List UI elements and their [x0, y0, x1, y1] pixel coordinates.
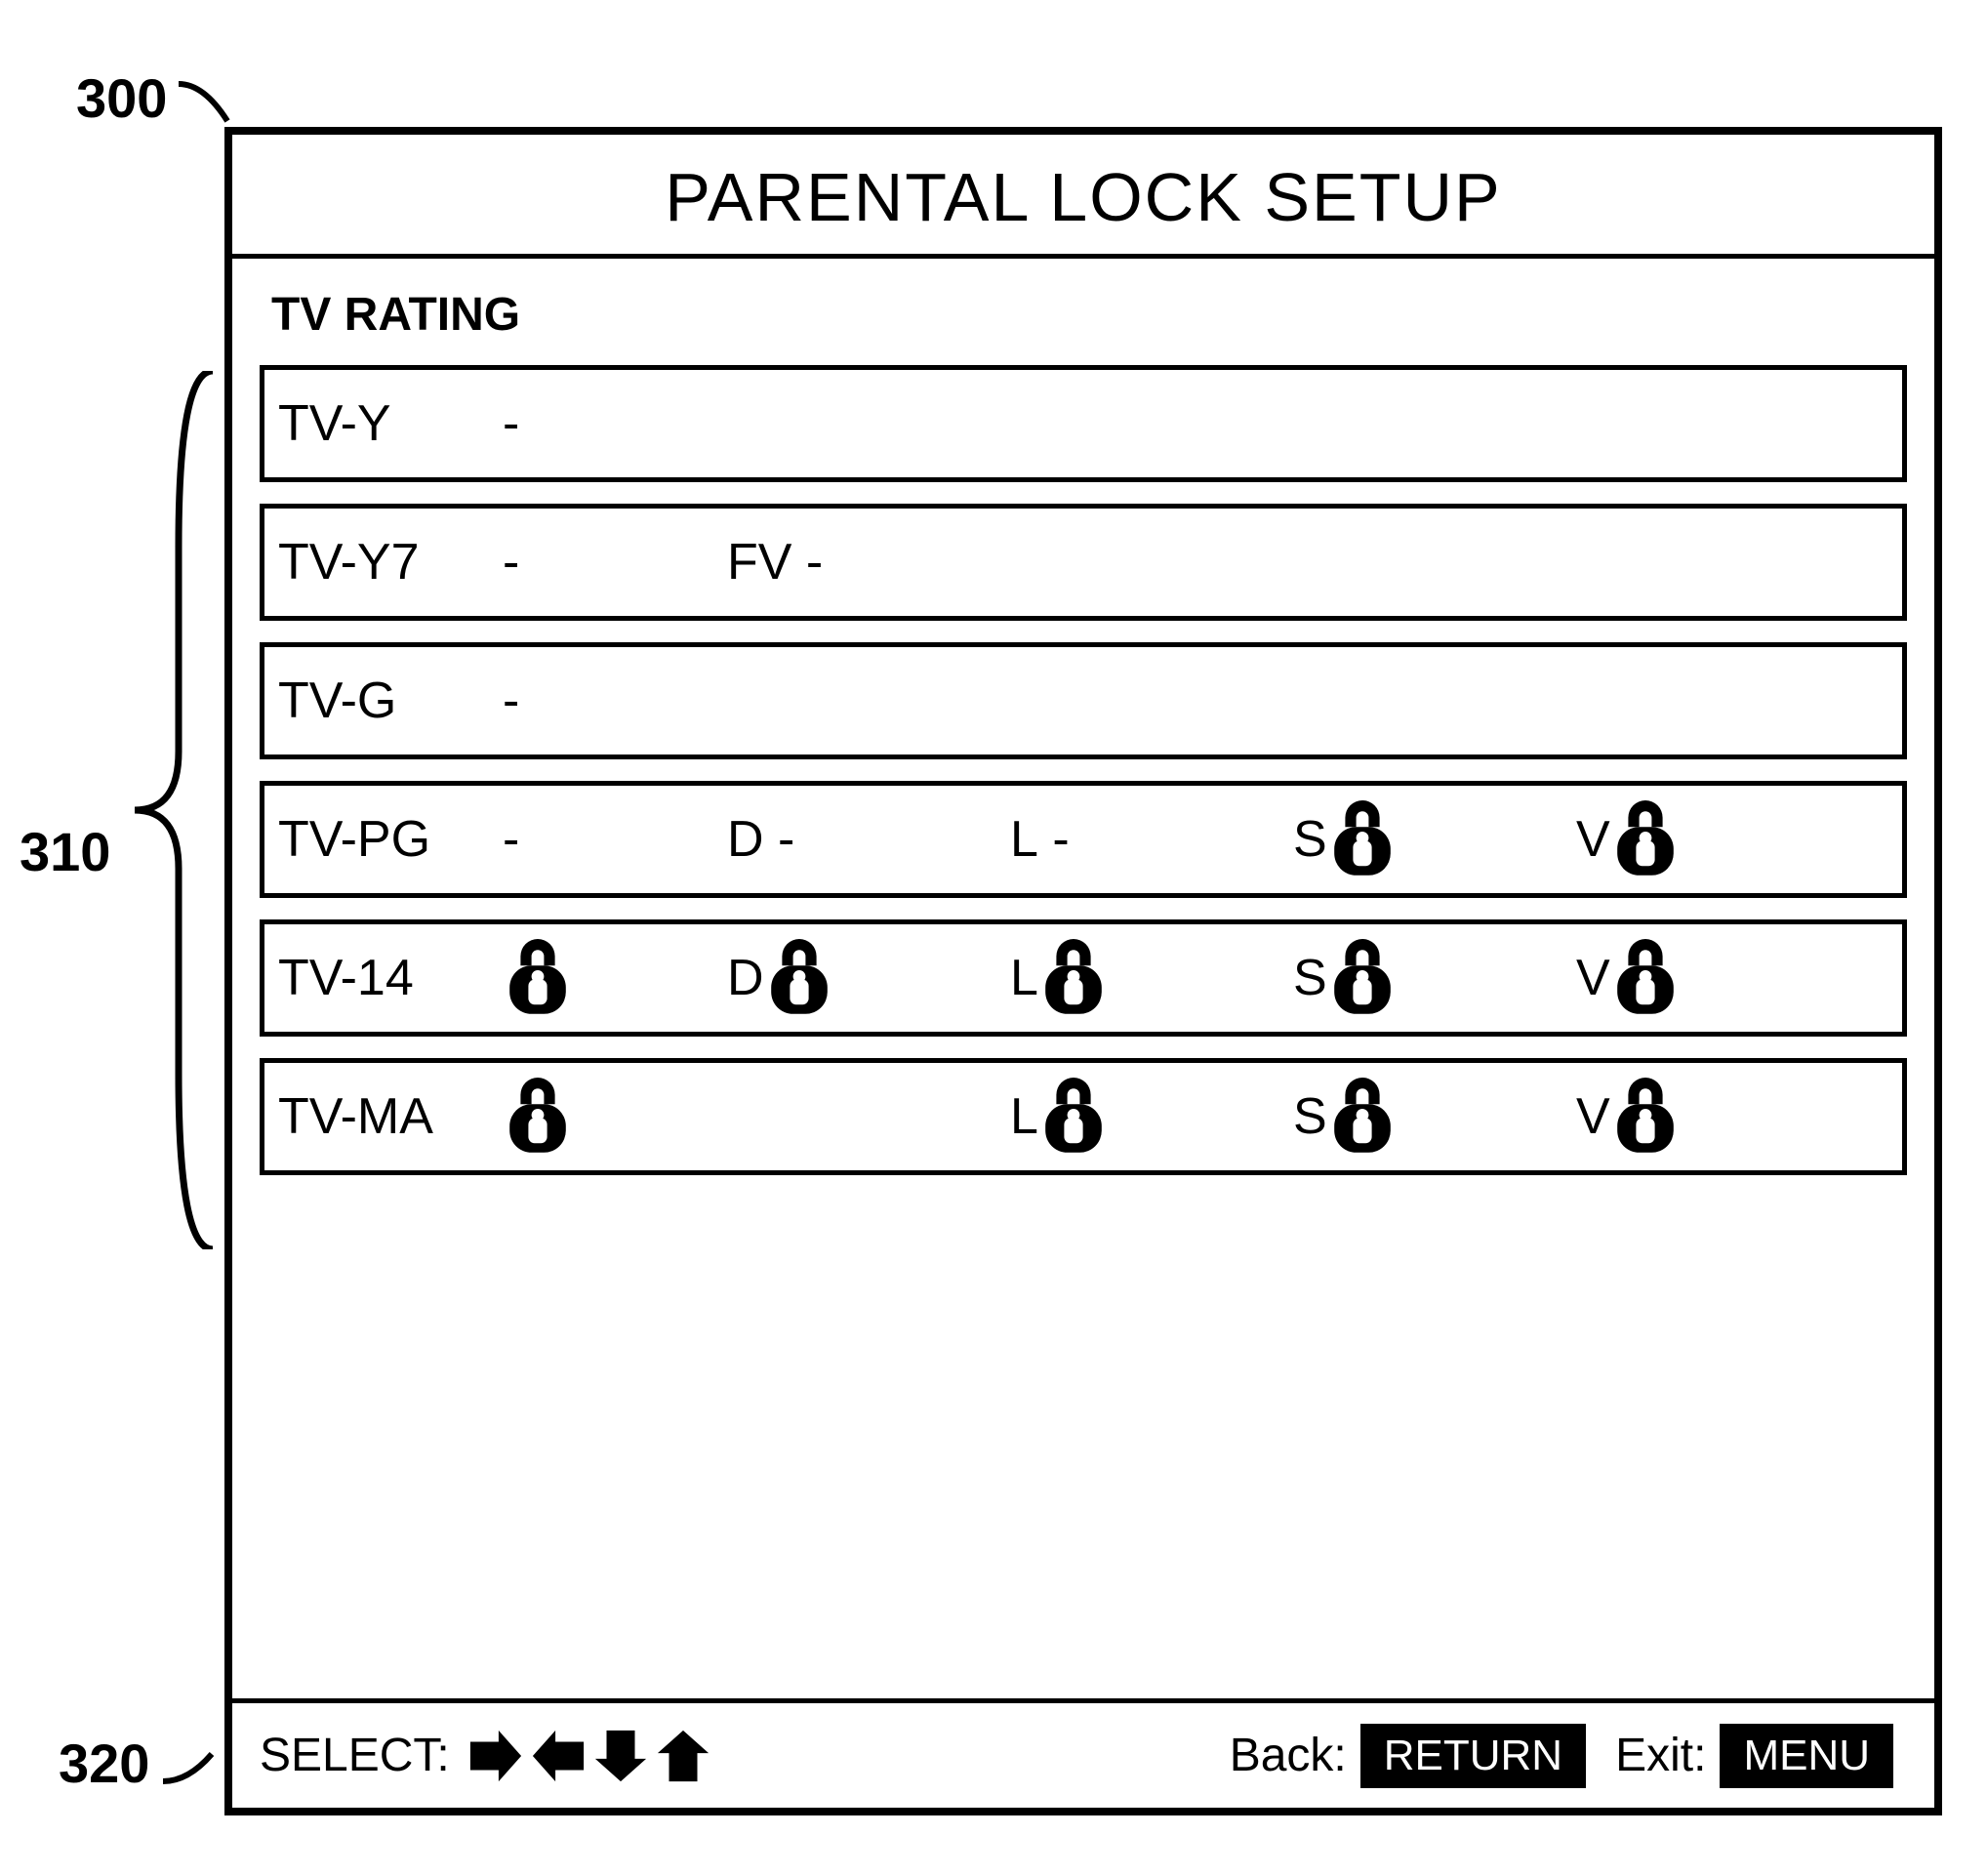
lock-icon — [1331, 939, 1394, 1017]
menu-button[interactable]: MENU — [1720, 1724, 1893, 1788]
setup-window: PARENTAL LOCK SETUP TV RATING TV-Y-TV-Y7… — [224, 127, 1942, 1815]
exit-label: Exit: — [1615, 1729, 1706, 1782]
sub-key: S — [1293, 810, 1327, 869]
back-label: Back: — [1230, 1729, 1347, 1782]
rating-name: TV-Y — [278, 394, 503, 453]
arrow-down-icon — [592, 1728, 649, 1784]
rating-main[interactable]: - — [503, 533, 727, 591]
footer-bar: SELECT: Back: RETURN Exit: MENU — [232, 1698, 1934, 1808]
sub-L[interactable]: L — [1010, 1078, 1293, 1156]
arrow-left-icon — [530, 1728, 587, 1784]
lock-icon — [1614, 1078, 1677, 1156]
sub-V[interactable]: V — [1576, 939, 1791, 1017]
dash: - — [503, 533, 519, 591]
dash: - — [503, 672, 519, 730]
rating-main[interactable] — [503, 939, 727, 1017]
sub-L[interactable]: L - — [1010, 810, 1293, 869]
sub-D[interactable]: D - — [727, 810, 1010, 869]
lock-icon — [1042, 1078, 1105, 1156]
rating-name: TV-PG — [278, 810, 503, 869]
sub-D[interactable]: D — [727, 939, 1010, 1017]
sub-dash: - — [791, 533, 823, 591]
sub-S[interactable]: S — [1293, 939, 1576, 1017]
rating-row-TV-G[interactable]: TV-G- — [260, 642, 1907, 759]
rating-row-TV-PG[interactable]: TV-PG-D -L -SV — [260, 781, 1907, 898]
section-label: TV RATING — [260, 278, 1907, 365]
lock-icon — [1331, 800, 1394, 878]
rating-main[interactable]: - — [503, 672, 727, 730]
lock-icon — [1042, 939, 1105, 1017]
rating-row-TV-14[interactable]: TV-14 D L S V — [260, 919, 1907, 1037]
nav-arrows[interactable] — [467, 1728, 711, 1784]
sub-key: D — [727, 949, 764, 1007]
sub-FV[interactable]: FV - — [727, 533, 1010, 591]
page-title: PARENTAL LOCK SETUP — [665, 159, 1501, 235]
callout-300: 300 — [76, 66, 245, 130]
sub-S[interactable]: S — [1293, 1078, 1576, 1156]
callout-320-tick — [161, 1748, 229, 1787]
sub-dash: - — [1038, 810, 1070, 869]
sub-key: L — [1010, 1087, 1038, 1146]
lock-icon — [1614, 800, 1677, 878]
lock-icon — [1331, 1078, 1394, 1156]
rating-rows: TV-Y-TV-Y7-FV -TV-G-TV-PG-D -L -SVTV-14D… — [260, 365, 1907, 1175]
sub-L[interactable]: L — [1010, 939, 1293, 1017]
sub-key: S — [1293, 1087, 1327, 1146]
sub-key: V — [1576, 1087, 1610, 1146]
lock-icon — [507, 939, 569, 1017]
rating-name: TV-MA — [278, 1087, 503, 1146]
rating-row-TV-MA[interactable]: TV-MA L S V — [260, 1058, 1907, 1175]
rating-row-TV-Y[interactable]: TV-Y- — [260, 365, 1907, 482]
sub-S[interactable]: S — [1293, 800, 1576, 878]
sub-key: D — [727, 810, 764, 869]
content-area: TV RATING TV-Y-TV-Y7-FV -TV-G-TV-PG-D -L… — [232, 259, 1934, 1175]
sub-dash: - — [764, 810, 795, 869]
arrow-right-icon — [467, 1728, 524, 1784]
lock-icon — [507, 1078, 569, 1156]
arrow-up-icon — [655, 1728, 711, 1784]
callout-320: 320 — [59, 1732, 229, 1795]
title-bar: PARENTAL LOCK SETUP — [232, 135, 1934, 259]
dash: - — [503, 394, 519, 453]
rating-main[interactable]: - — [503, 394, 727, 453]
rating-row-TV-Y7[interactable]: TV-Y7-FV - — [260, 504, 1907, 621]
rating-name: TV-G — [278, 672, 503, 730]
callout-310-text: 310 — [20, 821, 110, 882]
dash: - — [503, 810, 519, 869]
sub-key: S — [1293, 949, 1327, 1007]
sub-key: L — [1010, 949, 1038, 1007]
rating-name: TV-Y7 — [278, 533, 503, 591]
rating-main[interactable] — [503, 1078, 727, 1156]
sub-key: V — [1576, 949, 1610, 1007]
callout-300-tick — [177, 78, 245, 127]
select-label: SELECT: — [260, 1729, 450, 1782]
brace-310 — [125, 371, 223, 1249]
callout-320-text: 320 — [59, 1733, 149, 1794]
lock-icon — [768, 939, 831, 1017]
sub-key: L — [1010, 810, 1038, 869]
return-button[interactable]: RETURN — [1360, 1724, 1586, 1788]
rating-name: TV-14 — [278, 949, 503, 1007]
callout-300-text: 300 — [76, 67, 167, 129]
callout-310: 310 — [20, 820, 110, 883]
lock-icon — [1614, 939, 1677, 1017]
rating-main[interactable]: - — [503, 810, 727, 869]
sub-key: FV — [727, 533, 791, 591]
sub-V[interactable]: V — [1576, 1078, 1791, 1156]
sub-key: V — [1576, 810, 1610, 869]
sub-V[interactable]: V — [1576, 800, 1791, 878]
